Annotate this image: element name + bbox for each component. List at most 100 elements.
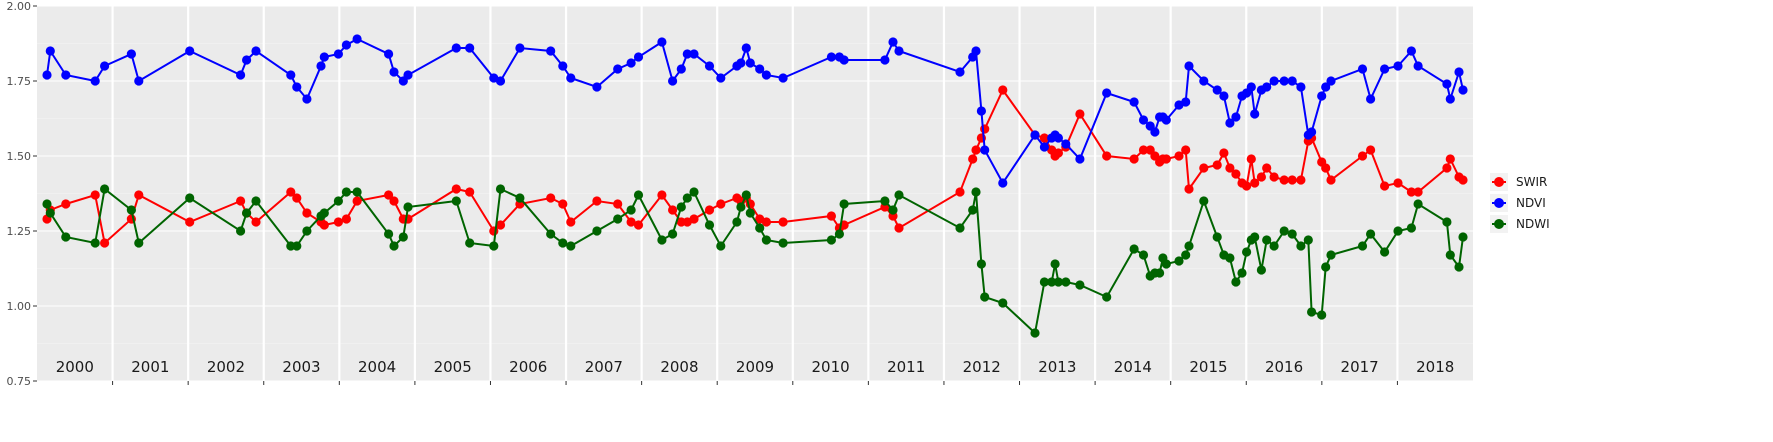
point-ndvi	[384, 49, 394, 59]
point-swir	[1413, 187, 1423, 197]
point-ndvi	[761, 70, 772, 80]
point-ndvi	[676, 64, 686, 74]
point-ndwi	[1184, 241, 1194, 251]
point-swir	[1138, 145, 1149, 155]
point-ndvi	[1184, 61, 1194, 71]
point-ndvi	[1039, 142, 1049, 152]
point-ndvi	[242, 55, 252, 65]
year-label: 2017	[1341, 358, 1379, 376]
point-swir	[251, 217, 261, 227]
point-ndwi	[736, 202, 746, 212]
point-swir	[1212, 160, 1222, 170]
point-ndwi	[626, 205, 636, 215]
point-swir	[1406, 187, 1416, 197]
point-swir	[761, 217, 772, 227]
point-ndvi	[1262, 82, 1272, 92]
year-label: 2010	[811, 358, 849, 376]
point-ndvi	[1326, 76, 1336, 86]
point-ndwi	[826, 235, 837, 245]
point-ndwi	[888, 205, 898, 215]
point-swir	[1393, 178, 1403, 188]
point-ndvi	[657, 37, 667, 47]
point-swir	[566, 217, 576, 227]
point-ndvi	[894, 46, 904, 56]
point-swir	[894, 223, 904, 233]
point-ndwi	[489, 241, 499, 251]
point-ndvi	[1287, 76, 1297, 86]
point-ndvi	[1413, 61, 1423, 71]
point-ndvi	[880, 55, 890, 65]
point-ndwi	[90, 238, 100, 248]
year-label: 2007	[585, 358, 623, 376]
point-ndvi	[1454, 67, 1464, 77]
point-swir	[704, 205, 715, 215]
point-ndvi	[42, 70, 52, 80]
point-ndwi	[741, 190, 751, 200]
point-swir	[302, 208, 312, 218]
point-ndwi	[352, 187, 362, 197]
point-ndwi	[592, 226, 602, 236]
point-ndvi	[1219, 91, 1229, 101]
major-grid	[37, 5, 1473, 382]
legend-marker-ndvi	[1494, 198, 1504, 208]
point-ndwi	[1303, 235, 1313, 245]
point-ndwi	[1129, 244, 1139, 254]
point-ndwi	[1296, 241, 1306, 251]
point-ndwi	[515, 193, 525, 203]
year-label: 2008	[660, 358, 698, 376]
point-ndwi	[398, 232, 408, 242]
point-swir	[1129, 154, 1139, 164]
point-ndvi	[1317, 91, 1327, 101]
year-label: 2016	[1265, 358, 1303, 376]
point-swir	[1256, 172, 1266, 182]
point-ndvi	[741, 43, 751, 53]
x-axis	[112, 381, 1398, 385]
point-swir	[1231, 169, 1241, 179]
point-ndvi	[495, 76, 506, 86]
point-ndwi	[968, 205, 978, 215]
point-ndwi	[236, 226, 246, 236]
point-ndvi	[1445, 94, 1455, 104]
point-ndvi	[755, 64, 765, 74]
year-labels: 2000 2001 2002 2003 2004 2005 2006 2007 2008 2009…	[56, 358, 1455, 376]
point-swir	[1296, 175, 1306, 185]
point-ndwi	[745, 208, 755, 218]
point-ndwi	[389, 241, 399, 251]
point-swir	[292, 193, 302, 203]
point-ndwi	[384, 229, 394, 239]
point-ndwi	[1242, 247, 1252, 257]
point-ndvi	[778, 73, 788, 83]
year-label: 2006	[509, 358, 547, 376]
point-swir	[546, 193, 556, 203]
point-swir	[657, 190, 667, 200]
point-ndvi	[976, 106, 987, 116]
point-swir	[626, 217, 636, 227]
year-label: 2013	[1038, 358, 1076, 376]
point-ndvi	[185, 46, 195, 56]
point-swir	[319, 220, 329, 230]
point-swir	[1262, 163, 1272, 173]
point-swir	[1279, 175, 1289, 185]
point-ndwi	[976, 259, 987, 269]
point-ndwi	[834, 229, 845, 239]
point-ndvi	[1321, 82, 1331, 92]
point-ndvi	[558, 61, 568, 71]
point-ndvi	[1442, 79, 1452, 89]
point-ndvi	[316, 61, 326, 71]
point-ndvi	[45, 46, 55, 56]
point-swir	[668, 205, 678, 215]
point-ndvi	[90, 76, 100, 86]
point-ndwi	[1155, 268, 1165, 278]
point-ndvi	[592, 82, 602, 92]
point-ndwi	[657, 235, 667, 245]
point-swir	[286, 187, 296, 197]
point-ndwi	[1317, 310, 1327, 320]
point-ndvi	[682, 49, 692, 59]
point-ndvi	[689, 49, 699, 59]
y-tick-label: 0.75	[7, 375, 32, 388]
point-ndvi	[1138, 115, 1149, 125]
point-swir	[465, 187, 475, 197]
point-swir	[998, 85, 1008, 95]
point-swir	[1380, 181, 1390, 191]
point-ndvi	[352, 34, 362, 44]
